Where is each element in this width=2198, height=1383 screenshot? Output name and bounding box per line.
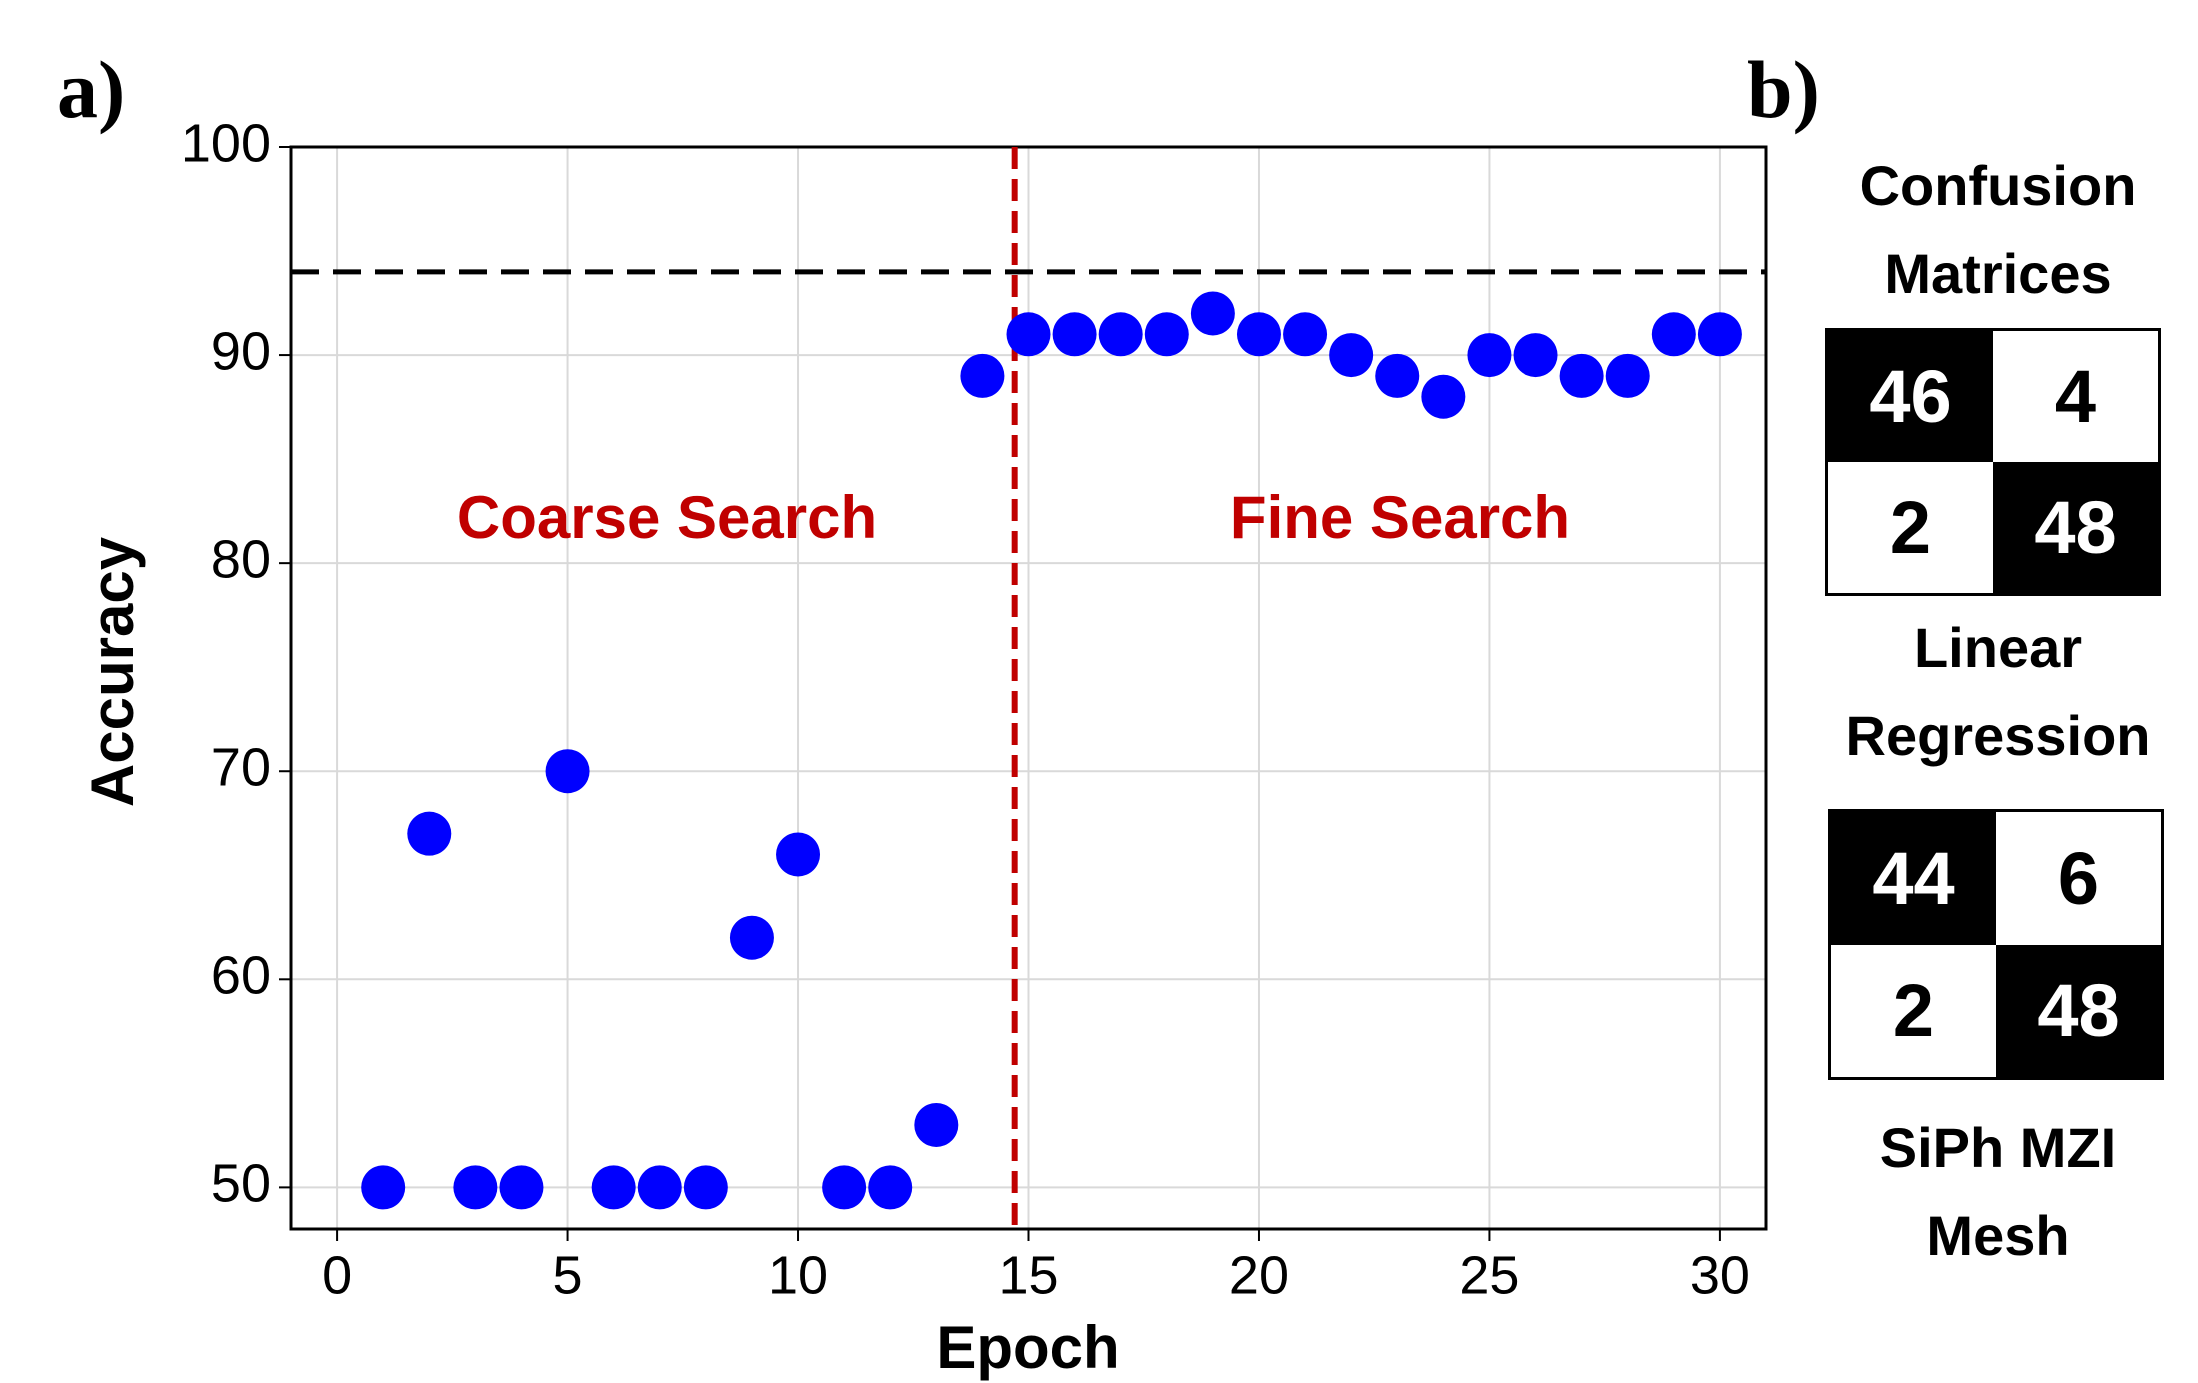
data-point [1559, 353, 1604, 398]
x-tick-label: 5 [553, 1245, 583, 1305]
confusion-matrix: 44 6 2 48 [1828, 809, 2164, 1080]
annotation: Fine Search [1230, 484, 1570, 551]
data-point [822, 1165, 867, 1210]
panel-b-title: Confusion Matrices [1859, 154, 2137, 305]
x-tick-label: 15 [998, 1245, 1058, 1305]
matrix-cell: 44 [1831, 812, 1996, 945]
annotation: Coarse Search [457, 484, 877, 551]
y-tick-label: 50 [211, 1154, 271, 1214]
data-point [499, 1165, 544, 1210]
matrix-cell: 46 [1828, 331, 1993, 462]
data-point [683, 1165, 728, 1210]
y-tick-label: 70 [211, 737, 271, 797]
x-tick-label: 30 [1690, 1245, 1750, 1305]
y-axis-label: Accuracy [79, 536, 146, 807]
data-point [1098, 312, 1143, 357]
data-point [1052, 312, 1097, 357]
data-point [453, 1165, 498, 1210]
data-point [545, 749, 590, 794]
y-tick-label: 100 [181, 113, 271, 173]
data-point [361, 1165, 406, 1210]
data-point [1236, 312, 1281, 357]
x-tick-label: 25 [1459, 1245, 1519, 1305]
matrix-cell: 6 [1996, 812, 2161, 945]
matrix-cell: 2 [1831, 944, 1996, 1077]
data-point [1190, 291, 1235, 336]
matrix-caption: SiPh MZI Mesh [1879, 1116, 2117, 1267]
data-point [1467, 333, 1512, 378]
data-point [868, 1165, 913, 1210]
data-point [1421, 374, 1466, 419]
x-axis-label: Epoch [936, 1314, 1119, 1381]
x-tick-label: 0 [322, 1245, 352, 1305]
data-point [1605, 353, 1650, 398]
y-tick-label: 60 [211, 946, 271, 1006]
y-tick-label: 90 [211, 321, 271, 381]
panel-label: b) [1747, 44, 1820, 135]
panel-label: a) [57, 44, 125, 135]
data-point [1329, 333, 1374, 378]
data-point [776, 832, 821, 877]
x-tick-label: 10 [768, 1245, 828, 1305]
x-tick-label: 20 [1229, 1245, 1289, 1305]
confusion-matrix: 46 4 2 48 [1825, 328, 2161, 596]
data-point [637, 1165, 682, 1210]
data-point [1375, 353, 1420, 398]
y-tick-label: 80 [211, 529, 271, 589]
data-point [960, 353, 1005, 398]
data-point [1144, 312, 1189, 357]
data-point [591, 1165, 636, 1210]
plot-frame [289, 145, 1768, 1231]
matrix-cell: 2 [1828, 462, 1993, 593]
matrix-cell: 4 [1993, 331, 2158, 462]
data-point [1006, 312, 1051, 357]
data-point [729, 915, 774, 960]
matrix-cell: 48 [1996, 944, 2161, 1077]
data-point [1513, 333, 1558, 378]
matrix-cell: 48 [1993, 462, 2158, 593]
data-point [1697, 312, 1742, 357]
data-point [407, 811, 452, 856]
data-point [1651, 312, 1696, 357]
data-point [914, 1102, 959, 1147]
matrix-caption: Linear Regression [1845, 616, 2151, 767]
data-point [1283, 312, 1328, 357]
